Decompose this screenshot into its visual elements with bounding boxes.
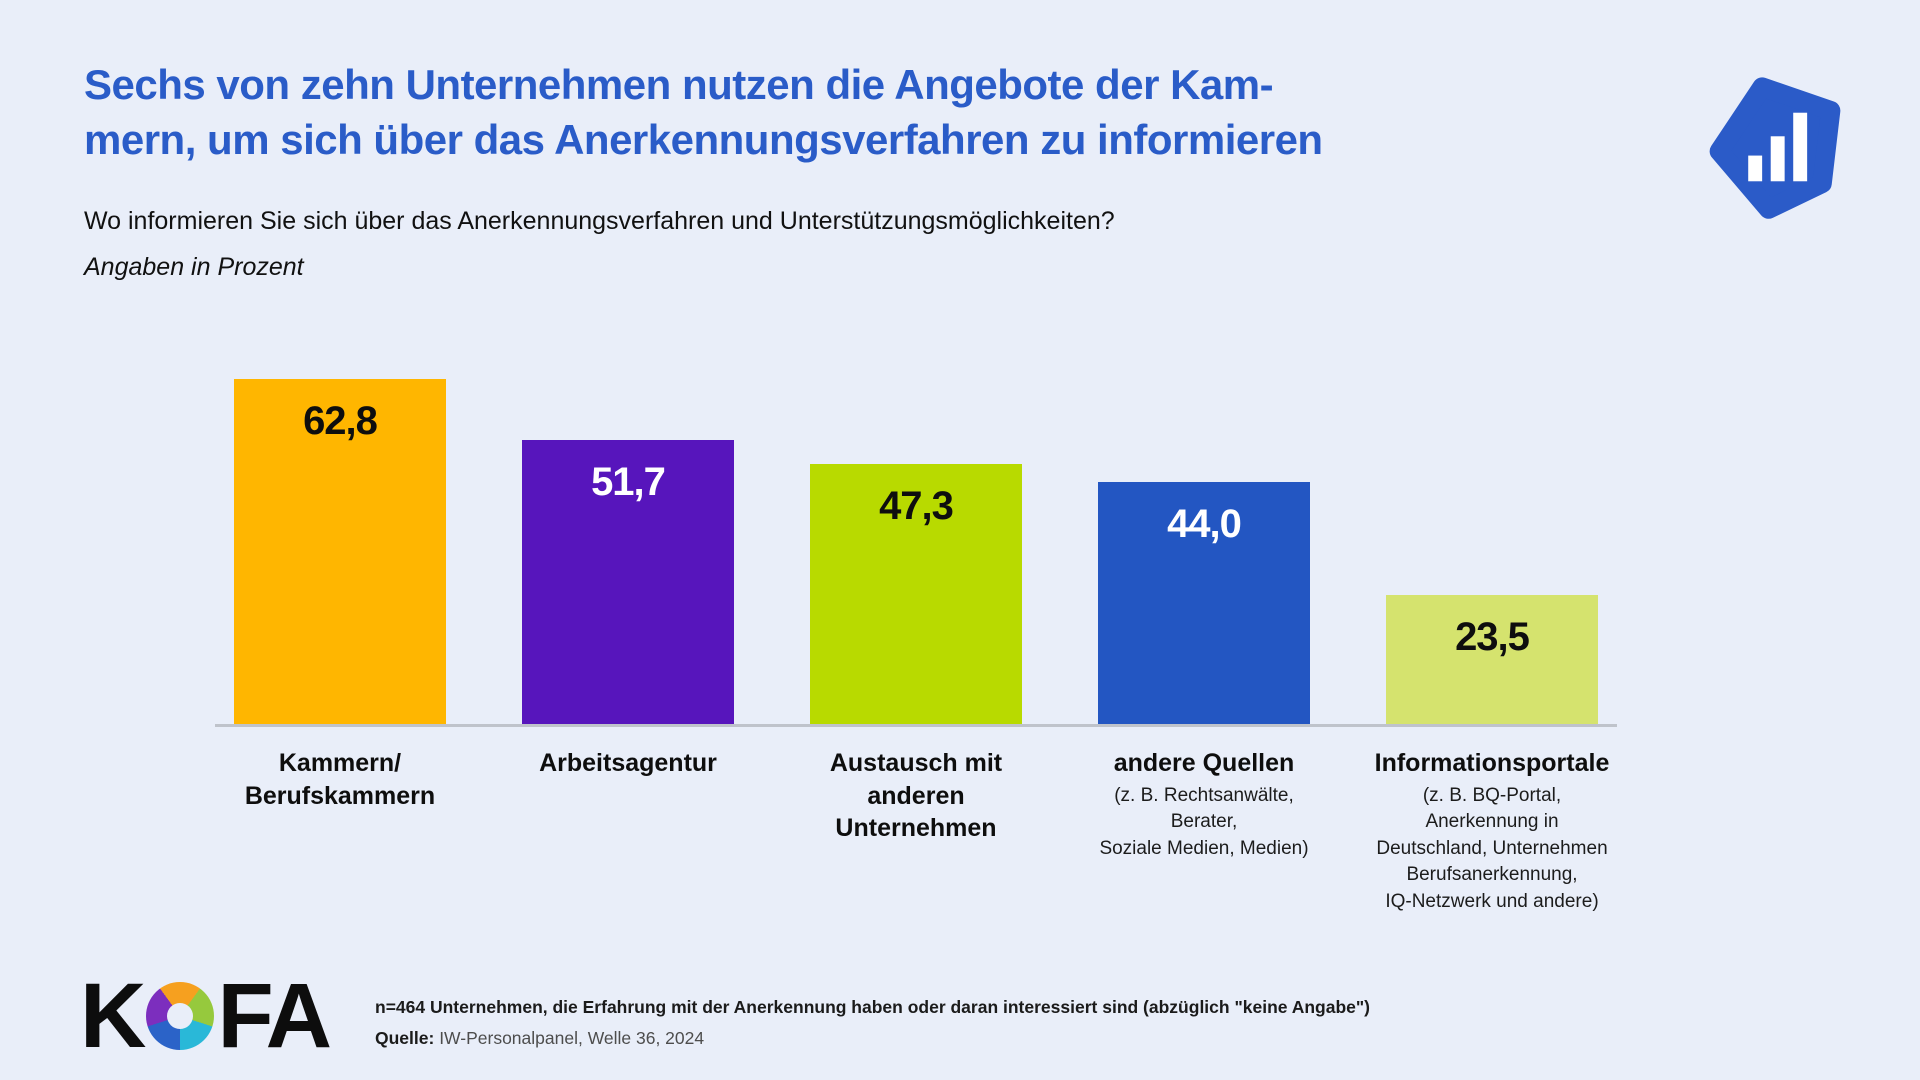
footnote: n=464 Unternehmen, die Erfahrung mit der…	[375, 992, 1370, 1053]
bar-category-sublabel: (z. B. Rechtsanwälte, Berater, Soziale M…	[1099, 784, 1309, 859]
bar-arbeitsagentur: 51,7	[522, 440, 734, 724]
bar-category-label: andere Quellen	[1113, 749, 1295, 777]
bar-austausch: 47,3	[810, 464, 1022, 724]
bar-category-label: Kammern/ Berufskammern	[244, 749, 436, 810]
bar-chart-pentagon-icon	[1700, 72, 1850, 222]
bar-column-austausch: 47,3	[791, 372, 1041, 724]
bars-row: 62,8 51,7 47,3 44,0 23,5	[215, 372, 1617, 724]
bar-category-label: Informationsportale	[1374, 749, 1610, 777]
bar-andere-quellen: 44,0	[1098, 482, 1310, 724]
bar-value-label: 47,3	[879, 484, 954, 528]
bar-category-sublabel: (z. B. BQ-Portal, Anerkennung in Deutsch…	[1376, 784, 1608, 912]
chart-subtitle: Wo informieren Sie sich über das Anerken…	[84, 207, 1115, 235]
chart-title: Sechs von zehn Unternehmen nutzen die An…	[84, 61, 1323, 163]
source-line: Quelle: IW-Personalpanel, Welle 36, 2024	[375, 1023, 1370, 1054]
kofa-logo-letters-fa: FA	[217, 965, 332, 1067]
bar-kammern: 62,8	[234, 379, 446, 724]
kofa-logo: K FA	[80, 965, 332, 1067]
bar-informationsportale: 23,5	[1386, 595, 1598, 724]
bar-chart: 62,8 51,7 47,3 44,0 23,5 Kammern/ Berufs	[215, 372, 1617, 915]
category-labels-row: Kammern/ Berufskammern Arbeitsagentur Au…	[215, 747, 1617, 915]
bar-column-kammern: 62,8	[215, 372, 465, 724]
category-label-andere-quellen: andere Quellen (z. B. Rechtsanwälte, Ber…	[1079, 747, 1329, 915]
bar-column-informationsportale: 23,5	[1367, 372, 1617, 724]
category-label-arbeitsagentur: Arbeitsagentur	[503, 747, 753, 915]
x-axis-line	[215, 724, 1617, 727]
source-label: Quelle:	[375, 1027, 435, 1048]
kofa-aperture-o-hole	[167, 1003, 194, 1029]
bar-category-label: Arbeitsagentur	[539, 749, 717, 777]
bar-value-label: 44,0	[1167, 502, 1242, 546]
kofa-logo-letter-k: K	[80, 965, 146, 1067]
category-label-informationsportale: Informationsportale (z. B. BQ-Portal, An…	[1367, 747, 1617, 915]
bar-category-label: Austausch mit anderen Unternehmen	[829, 749, 1003, 842]
units-note: Angaben in Prozent	[84, 253, 304, 281]
source-text: IW-Personalpanel, Welle 36, 2024	[434, 1027, 705, 1048]
bar-value-label: 23,5	[1455, 615, 1530, 659]
bar-column-arbeitsagentur: 51,7	[503, 372, 753, 724]
bar-value-label: 51,7	[591, 460, 666, 504]
sample-size-note: n=464 Unternehmen, die Erfahrung mit der…	[375, 997, 1371, 1017]
kofa-aperture-o-icon	[146, 982, 215, 1050]
category-label-kammern: Kammern/ Berufskammern	[215, 747, 465, 915]
bar-value-label: 62,8	[303, 399, 378, 443]
bar-column-andere-quellen: 44,0	[1079, 372, 1329, 724]
category-label-austausch: Austausch mit anderen Unternehmen	[791, 747, 1041, 915]
